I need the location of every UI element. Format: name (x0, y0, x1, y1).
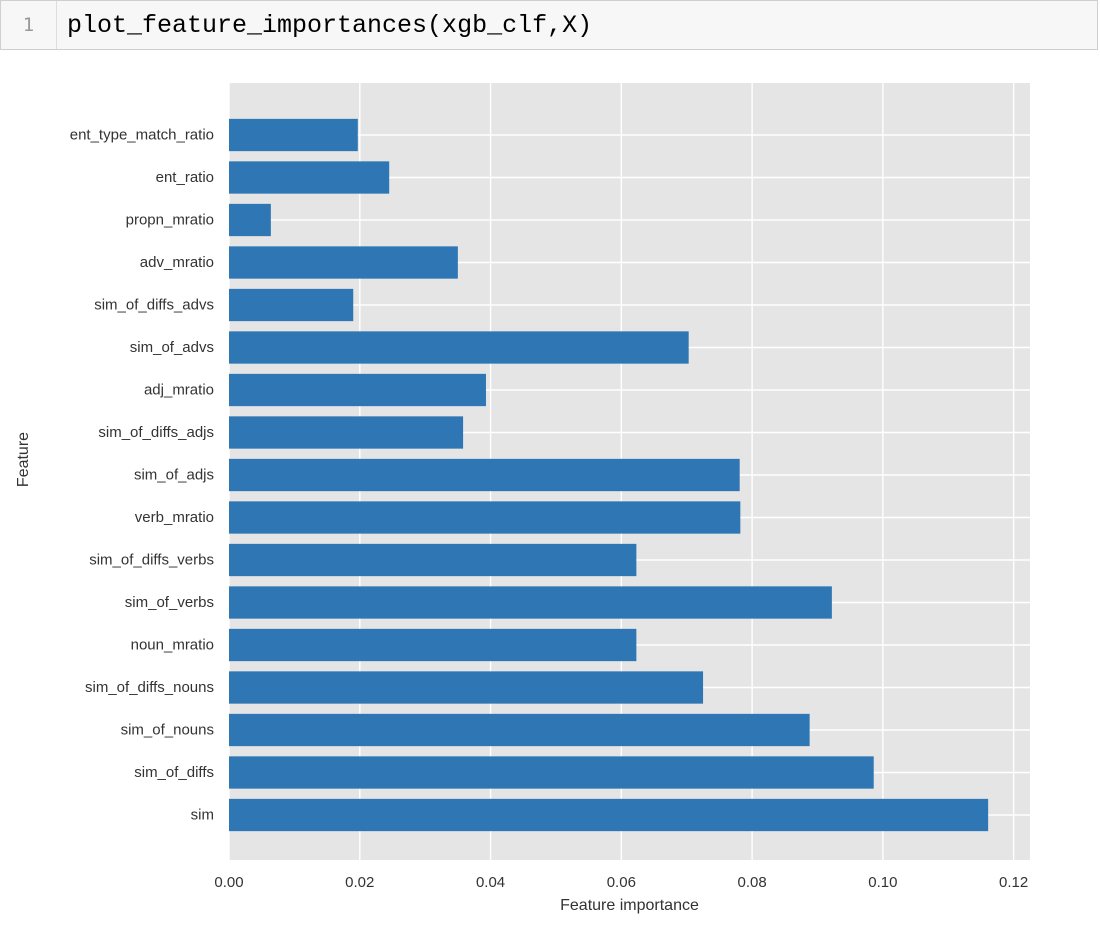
bar-adj-mratio (229, 373, 486, 407)
bar-sim-of-diffs-verbs (229, 543, 637, 577)
y-tick-labels: sim sim_of_diffs sim_of_nouns sim_of_diffs_… (70, 127, 214, 824)
x-tick-label: 0.10 (868, 874, 897, 891)
x-tick-label: 0.04 (476, 874, 505, 891)
y-tick-label: sim (191, 807, 214, 824)
y-tick-label: verb_mratio (135, 509, 214, 526)
feature-importance-chart: sim sim_of_diffs sim_of_nouns sim_of_diffs_… (15, 83, 1030, 914)
y-tick-label: noun_mratio (131, 637, 214, 654)
bar-adv-mratio (229, 246, 458, 279)
code-cell[interactable]: 1 plot_feature_importances(xgb_clf,X) (0, 0, 1098, 50)
bars (229, 118, 989, 832)
bar-ent-type-match-ratio (229, 118, 358, 152)
bar-sim-of-advs (229, 331, 689, 364)
y-tick-label: sim_of_diffs (134, 764, 214, 781)
x-axis-label: Feature importance (560, 897, 699, 914)
x-tick-label: 0.00 (214, 874, 243, 891)
x-tick-label: 0.06 (607, 874, 636, 891)
x-tick-label: 0.12 (999, 874, 1028, 891)
x-tick-label: 0.02 (345, 874, 374, 891)
y-tick-label: sim_of_advs (130, 339, 214, 356)
y-axis-label: Feature (15, 432, 32, 487)
bar-sim (229, 798, 989, 832)
bar-noun-mratio (229, 628, 637, 662)
line-number: 1 (1, 1, 57, 49)
bar-ent-ratio (229, 161, 390, 194)
y-tick-label: ent_type_match_ratio (70, 127, 214, 144)
x-tick-label: 0.08 (738, 874, 767, 891)
bar-sim-of-verbs (229, 586, 832, 619)
bar-sim-of-diffs-nouns (229, 671, 704, 704)
x-tick-labels: 0.00 0.02 0.04 0.06 0.08 0.10 0.12 (214, 874, 1028, 891)
bar-verb-mratio (229, 501, 741, 534)
bar-propn-mratio (229, 203, 271, 237)
y-tick-label: sim_of_nouns (121, 722, 214, 739)
y-tick-label: sim_of_adjs (134, 467, 214, 484)
y-tick-label: adv_mratio (140, 254, 214, 271)
code-input[interactable]: plot_feature_importances(xgb_clf,X) (67, 10, 593, 40)
y-tick-label: ent_ratio (156, 169, 214, 186)
y-tick-label: adj_mratio (144, 382, 214, 399)
bar-sim-of-diffs (229, 756, 874, 789)
y-tick-label: sim_of_diffs_nouns (85, 679, 214, 696)
y-tick-label: sim_of_diffs_verbs (89, 552, 214, 569)
bar-sim-of-diffs-advs (229, 288, 354, 322)
bar-sim-of-nouns (229, 713, 810, 747)
y-tick-label: sim_of_diffs_adjs (98, 424, 214, 441)
y-tick-label: propn_mratio (126, 212, 214, 229)
y-tick-label: sim_of_verbs (125, 594, 214, 611)
chart-output: sim sim_of_diffs sim_of_nouns sim_of_diffs_… (0, 70, 1100, 922)
bar-sim-of-adjs (229, 458, 740, 492)
y-tick-label: sim_of_diffs_advs (94, 297, 214, 314)
bar-sim-of-diffs-adjs (229, 416, 464, 449)
